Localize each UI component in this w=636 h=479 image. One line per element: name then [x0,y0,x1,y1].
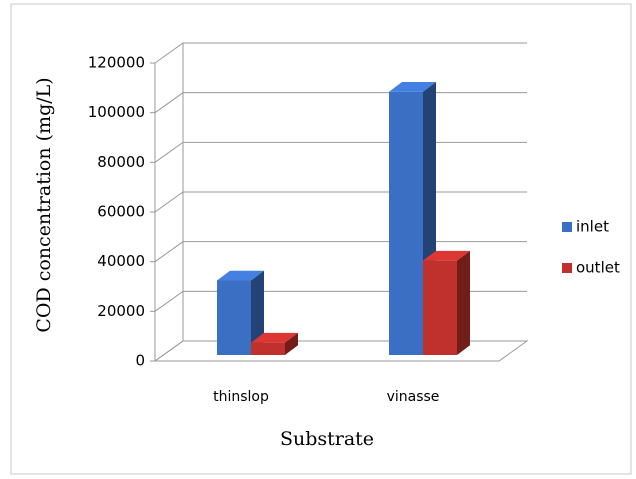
y-tick-label: 40000 [97,252,145,270]
y-tick-label: 100000 [88,103,145,121]
bar-face [389,82,436,92]
bar-face [217,280,251,355]
chart-border [10,3,632,475]
bar-face [251,332,298,343]
x-tick-label: thinslop [213,389,269,405]
y-tick-label: 0 [135,352,145,370]
legend-swatch [562,263,572,273]
bar [217,270,264,355]
y-tick-label: 60000 [97,203,145,221]
bar-face [423,250,470,261]
x-axis-title: Substrate [280,428,374,450]
y-tick-label: 20000 [97,302,145,320]
bar-face [251,342,285,355]
bar-face [285,332,298,355]
bar-face [457,250,470,355]
bar [423,250,470,355]
legend-label: outlet [576,259,620,277]
bar-face [389,91,423,356]
y-axis-title: COD concentration (mg/L) [33,77,55,332]
legend-swatch [562,222,572,232]
legend-label: inlet [576,218,609,236]
bar-face [251,270,264,355]
bar-face [217,270,264,281]
x-tick-label: vinasse [387,389,440,405]
y-tick-label: 80000 [97,153,145,171]
floor [153,340,529,362]
y-tick-label: 120000 [88,54,145,72]
bar-face [423,260,457,355]
bar [251,332,298,355]
